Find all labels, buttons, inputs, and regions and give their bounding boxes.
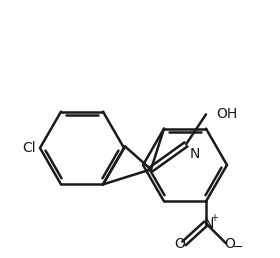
Text: −: − [233,241,243,254]
Text: O: O [174,237,185,251]
Text: O: O [225,237,235,251]
Text: OH: OH [216,107,237,121]
Text: +: + [210,213,218,223]
Text: N: N [190,147,200,161]
Text: N: N [204,217,214,231]
Text: Cl: Cl [22,141,36,155]
